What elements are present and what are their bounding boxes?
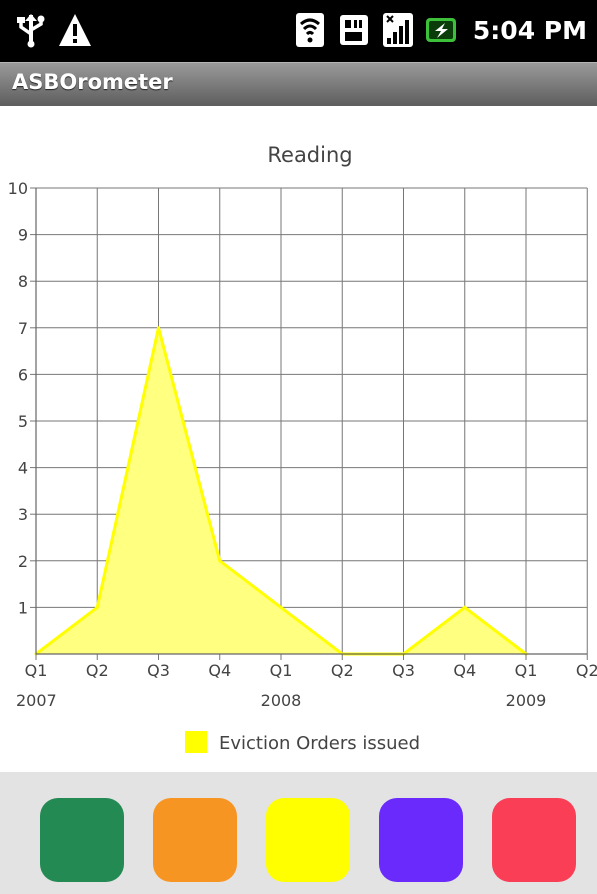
color-swatch-yellow[interactable] (266, 798, 350, 882)
chart-series-area (34, 326, 528, 656)
y-tick-label: 10 (8, 179, 28, 198)
y-tick-label: 4 (18, 459, 28, 478)
series-point (218, 559, 222, 563)
series-point (95, 605, 99, 609)
x-year-label: 2007 (16, 691, 57, 710)
x-tick-label: Q1 (515, 661, 538, 680)
chart-grid (35, 187, 588, 654)
x-tick-label: Q2 (576, 661, 597, 680)
x-tick-label: Q3 (147, 661, 170, 680)
usb-icon (17, 14, 45, 48)
chart-panel: Reading 1 2 3 4 5 6 7 8 9 10 Q1 Q2 Q3 Q4 Q1 Q2 Q3 Q4 Q1 Q2 2… (0, 106, 597, 772)
series-point (157, 326, 160, 330)
x-year-label: 2009 (506, 691, 547, 710)
x-tick-label: Q2 (331, 661, 354, 680)
y-tick-label: 1 (18, 598, 28, 617)
chart-title: Reading (267, 143, 352, 167)
color-swatch-red[interactable] (492, 798, 576, 882)
color-swatch-orange[interactable] (153, 798, 237, 882)
y-tick-label: 5 (18, 412, 28, 431)
x-tick-label: Q3 (392, 661, 415, 680)
y-tick-label: 6 (18, 365, 28, 384)
status-bar: 5:04 PM (0, 0, 597, 62)
app-title: ASBOrometer (12, 70, 173, 94)
series-point (463, 605, 467, 609)
chart-legend: Eviction Orders issued (185, 731, 420, 754)
x-tick-label: Q4 (208, 661, 231, 680)
signal-icon (382, 13, 413, 47)
status-clock: 5:04 PM (472, 15, 587, 45)
area-chart: Reading 1 2 3 4 5 6 7 8 9 10 Q1 Q2 Q3 Q4 Q1 Q2 Q3 Q4 Q1 Q2 2… (8, 143, 597, 754)
app-title-bar: ASBOrometer (0, 62, 597, 106)
color-swatch-purple[interactable] (379, 798, 463, 882)
warning-icon (59, 14, 91, 46)
color-swatch-green[interactable] (40, 798, 124, 882)
x-tick-label: Q1 (25, 661, 48, 680)
legend-label: Eviction Orders issued (219, 733, 420, 754)
wifi-icon (295, 13, 324, 47)
y-tick-label: 7 (18, 319, 28, 338)
y-tick-label: 8 (18, 272, 28, 291)
chart-tick-labels: 1 2 3 4 5 6 7 8 9 10 Q1 Q2 Q3 Q4 Q1 Q2 Q3 Q4 Q1 Q2 2007 2008 2… (8, 179, 597, 710)
x-tick-label: Q4 (453, 661, 476, 680)
sd-card-icon (339, 15, 368, 45)
x-year-label: 2008 (261, 691, 302, 710)
chart-axes (30, 187, 588, 660)
y-tick-label: 9 (18, 226, 28, 245)
color-swatch-bar (0, 772, 597, 894)
x-tick-label: Q2 (86, 661, 109, 680)
battery-charging-icon (425, 18, 456, 42)
y-tick-label: 2 (18, 552, 28, 571)
series-point (279, 605, 283, 609)
series-area-fill (36, 327, 526, 654)
x-tick-label: Q1 (270, 661, 293, 680)
legend-swatch (185, 731, 207, 753)
y-tick-label: 3 (18, 505, 28, 524)
